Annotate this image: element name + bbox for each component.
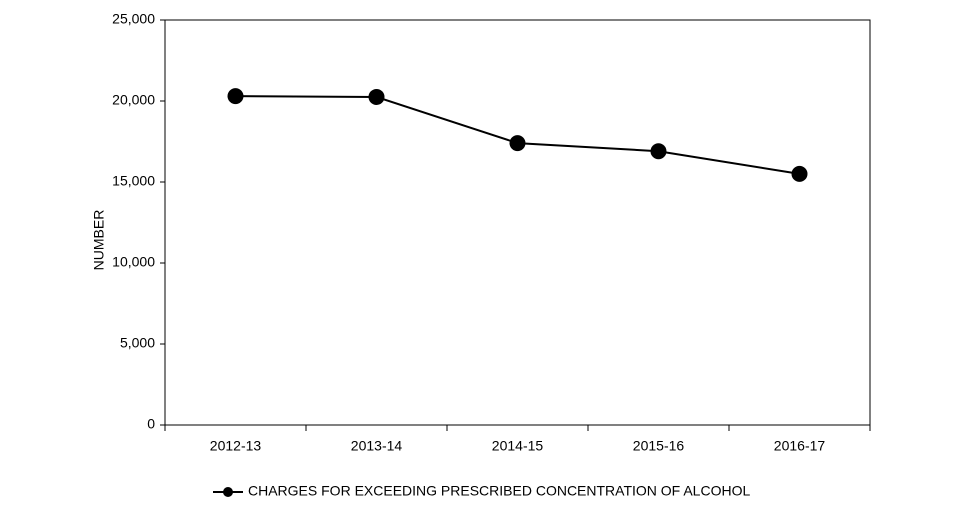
y-tick-label: 25,000	[112, 11, 155, 27]
y-tick-label: 10,000	[112, 254, 155, 270]
x-tick-label: 2014-15	[492, 438, 544, 454]
point	[650, 143, 667, 160]
y-tick-label: 15,000	[112, 173, 155, 189]
point	[509, 135, 526, 152]
x-tick-label: 2016-17	[774, 438, 826, 454]
point	[791, 165, 808, 182]
y-tick-label: 5,000	[120, 335, 155, 351]
x-tick-label: 2015-16	[633, 438, 685, 454]
x-tick-label: 2013-14	[351, 438, 403, 454]
series-line	[235, 95, 800, 175]
y-axis-label: NUMBER	[91, 210, 107, 271]
legend-marker	[223, 487, 233, 497]
y-tick-label: 20,000	[112, 92, 155, 108]
point	[368, 88, 385, 105]
legend-label: CHARGES FOR EXCEEDING PRESCRIBED CONCENT…	[248, 483, 750, 499]
plot-frame	[164, 19, 871, 426]
x-tick-label: 2012-13	[210, 438, 262, 454]
y-tick-label: 0	[147, 416, 155, 432]
point	[227, 88, 244, 105]
